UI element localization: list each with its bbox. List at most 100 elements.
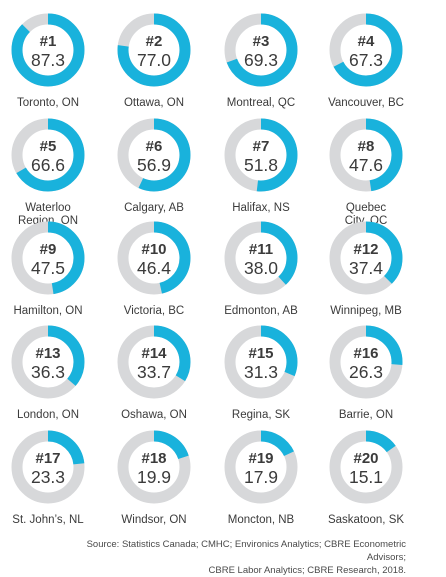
donut-value-arc (224, 325, 298, 399)
rank-label: #16 (353, 345, 378, 362)
value-label: 56.9 (137, 155, 171, 175)
rank-label: #12 (353, 241, 378, 258)
rank-label: #7 (253, 138, 270, 155)
donut-value-arc (329, 118, 403, 192)
value-label: 23.3 (31, 467, 65, 487)
rank-label: #19 (248, 450, 273, 467)
source-note: Source: Statistics Canada; CMHC; Environ… (76, 538, 406, 577)
rank-label: #10 (141, 241, 166, 258)
city-label: London, ON (17, 409, 79, 421)
source-line-1: Source: Statistics Canada; CMHC; Environ… (86, 539, 406, 563)
value-label: 36.3 (31, 362, 65, 382)
value-label: 31.3 (244, 362, 278, 382)
value-label: 47.6 (349, 155, 383, 175)
donut-value-arc (11, 13, 85, 87)
donut-value-arc (329, 221, 403, 295)
city-label: Calgary, AB (124, 202, 184, 214)
donut-value-arc (224, 430, 298, 504)
value-label: 47.5 (31, 258, 65, 278)
rank-label: #17 (35, 450, 60, 467)
city-label: Hamilton, ON (13, 305, 82, 317)
donut-item: #947.5 Hamilton, ON (11, 221, 85, 317)
value-label: 33.7 (137, 362, 171, 382)
rank-label: #6 (146, 138, 163, 155)
city-label: Toronto, ON (17, 97, 79, 109)
donut-item: #751.8 Halifax, NS (224, 118, 298, 214)
value-label: 69.3 (244, 50, 278, 70)
donut-value-arc (11, 325, 85, 399)
city-label: St. John’s, NL (12, 514, 84, 526)
donut-value-arc (11, 430, 85, 504)
donut-value-arc (224, 13, 298, 87)
city-label: Barrie, ON (339, 409, 393, 421)
value-label: 15.1 (349, 467, 383, 487)
donut-grid-chart: #187.3 Toronto, ON #277.0 Ottawa, ON #369.3 M… (11, 13, 404, 526)
city-label: Vancouver, BC (328, 97, 404, 109)
donut-value-arc (329, 430, 403, 504)
city-label: Oshawa, ON (121, 409, 187, 421)
value-label: 19.9 (137, 467, 171, 487)
city-label: Saskatoon, SK (328, 514, 404, 526)
value-label: 51.8 (244, 155, 278, 175)
city-label: Winnipeg, MB (330, 305, 402, 317)
donut-value-arc (117, 221, 191, 295)
city-label: Ottawa, ON (124, 97, 184, 109)
value-label: 26.3 (349, 362, 383, 382)
donut-value-arc (329, 325, 403, 399)
rank-label: #15 (248, 345, 273, 362)
city-label: Halifax, NS (232, 202, 290, 214)
source-line-2: CBRE Labor Analytics; CBRE Research, 201… (208, 565, 406, 576)
rank-label: #14 (141, 345, 167, 362)
rank-label: #3 (253, 33, 270, 50)
rank-label: #11 (249, 241, 273, 258)
city-label: Windsor, ON (121, 514, 186, 526)
rank-label: #18 (141, 450, 166, 467)
value-label: 77.0 (137, 50, 171, 70)
value-label: 66.6 (31, 155, 65, 175)
rank-label: #8 (358, 138, 375, 155)
city-label: Edmonton, AB (224, 305, 298, 317)
rank-label: #9 (40, 241, 57, 258)
donut-value-arc (11, 221, 85, 295)
donut-item: #187.3 Toronto, ON (11, 13, 85, 109)
rank-label: #13 (35, 345, 60, 362)
value-label: 87.3 (31, 50, 65, 70)
donut-item: #566.6 Waterloo Region, ON (11, 118, 85, 227)
rank-label: #1 (40, 33, 57, 50)
donut-item: #277.0 Ottawa, ON (117, 13, 191, 109)
donut-value-arc (224, 221, 298, 295)
donut-value-arc (117, 118, 191, 192)
city-label: Victoria, BC (124, 305, 185, 317)
value-label: 37.4 (349, 258, 383, 278)
donut-value-arc (224, 118, 298, 192)
donut-value-arc (117, 13, 191, 87)
rank-label: #5 (40, 138, 57, 155)
value-label: 38.0 (244, 258, 278, 278)
value-label: 17.9 (244, 467, 278, 487)
value-label: 67.3 (349, 50, 383, 70)
city-label: Regina, SK (232, 409, 291, 421)
city-label: Montreal, QC (227, 97, 295, 109)
donut-value-arc (117, 325, 191, 399)
donut-item: #369.3 Montreal, QC (224, 13, 298, 109)
donut-value-arc (329, 13, 403, 87)
city-label: Moncton, NB (228, 514, 295, 526)
rank-label: #20 (353, 450, 378, 467)
donut-item: #467.3 Vancouver, BC (328, 13, 404, 109)
rank-label: #2 (146, 33, 163, 50)
donut-value-arc (117, 430, 191, 504)
value-label: 46.4 (137, 258, 171, 278)
city-label: Waterloo Region, ON (18, 202, 78, 227)
